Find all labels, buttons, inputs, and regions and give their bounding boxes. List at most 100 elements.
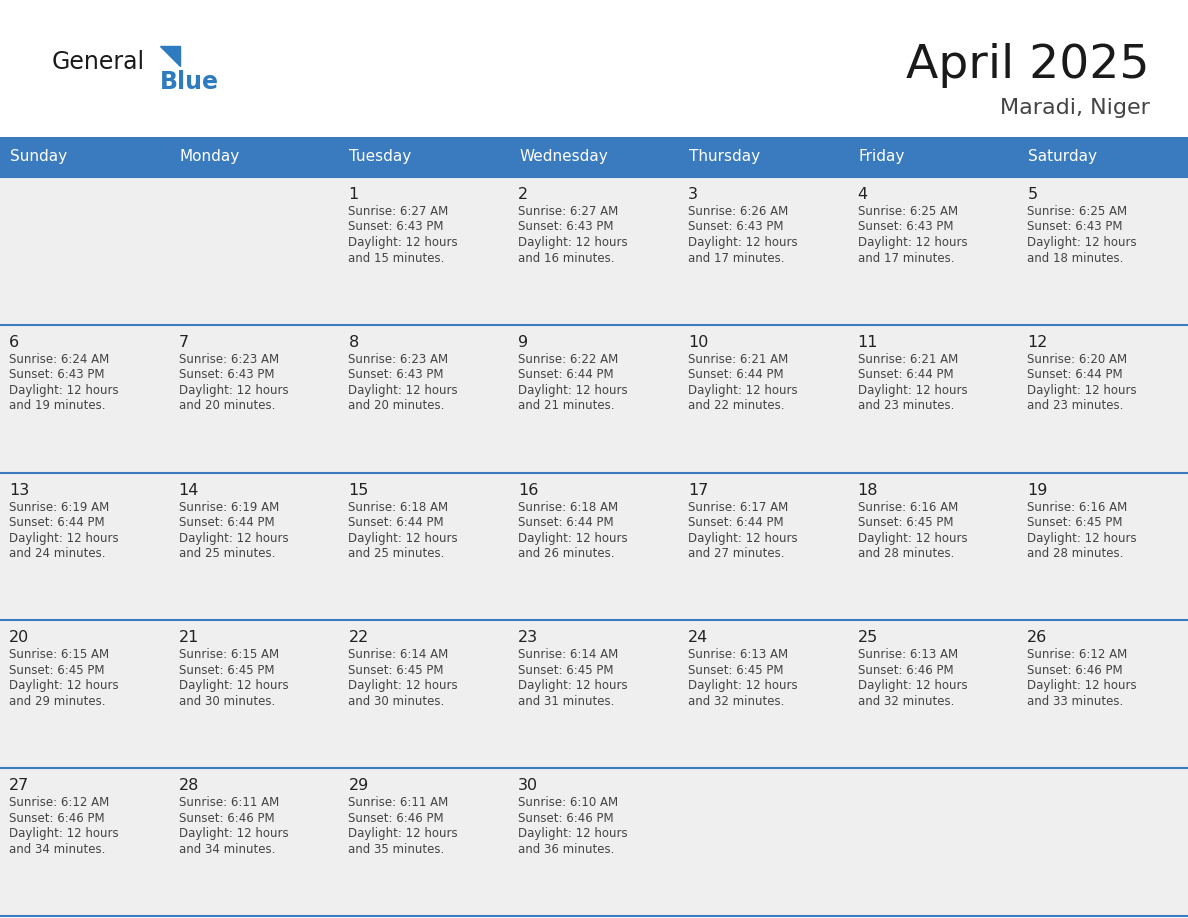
Text: Sunset: 6:45 PM: Sunset: 6:45 PM (688, 664, 783, 677)
Text: and 22 minutes.: and 22 minutes. (688, 399, 784, 412)
Text: Daylight: 12 hours: Daylight: 12 hours (178, 384, 289, 397)
Text: Sunset: 6:44 PM: Sunset: 6:44 PM (688, 368, 783, 381)
Text: 13: 13 (10, 483, 30, 498)
Text: Sunset: 6:43 PM: Sunset: 6:43 PM (518, 220, 614, 233)
Text: Sunset: 6:43 PM: Sunset: 6:43 PM (10, 368, 105, 381)
Text: Sunset: 6:45 PM: Sunset: 6:45 PM (858, 516, 953, 529)
Text: Sunrise: 6:24 AM: Sunrise: 6:24 AM (10, 353, 109, 365)
Text: Daylight: 12 hours: Daylight: 12 hours (348, 679, 459, 692)
Text: Sunrise: 6:16 AM: Sunrise: 6:16 AM (1028, 500, 1127, 513)
Text: Daylight: 12 hours: Daylight: 12 hours (348, 827, 459, 840)
Text: and 16 minutes.: and 16 minutes. (518, 252, 614, 264)
Text: Daylight: 12 hours: Daylight: 12 hours (178, 532, 289, 544)
Text: and 23 minutes.: and 23 minutes. (1028, 399, 1124, 412)
Text: and 27 minutes.: and 27 minutes. (688, 547, 784, 560)
Text: Daylight: 12 hours: Daylight: 12 hours (518, 679, 627, 692)
Text: 26: 26 (1028, 631, 1048, 645)
Text: Sunrise: 6:23 AM: Sunrise: 6:23 AM (348, 353, 449, 365)
Text: Sunset: 6:46 PM: Sunset: 6:46 PM (518, 812, 614, 824)
Bar (0, 621, 1188, 768)
Text: Sunset: 6:44 PM: Sunset: 6:44 PM (518, 516, 614, 529)
Text: Sunset: 6:45 PM: Sunset: 6:45 PM (10, 664, 105, 677)
Text: Sunday: Sunday (10, 150, 68, 164)
Text: Sunrise: 6:21 AM: Sunrise: 6:21 AM (858, 353, 958, 365)
Text: 11: 11 (858, 335, 878, 350)
Text: and 17 minutes.: and 17 minutes. (688, 252, 784, 264)
Text: Sunrise: 6:21 AM: Sunrise: 6:21 AM (688, 353, 788, 365)
Text: Daylight: 12 hours: Daylight: 12 hours (1028, 532, 1137, 544)
Text: Sunset: 6:45 PM: Sunset: 6:45 PM (178, 664, 274, 677)
Text: Sunset: 6:44 PM: Sunset: 6:44 PM (688, 516, 783, 529)
Text: Sunrise: 6:20 AM: Sunrise: 6:20 AM (1028, 353, 1127, 365)
Text: 15: 15 (348, 483, 368, 498)
Text: and 28 minutes.: and 28 minutes. (1028, 547, 1124, 560)
Text: and 30 minutes.: and 30 minutes. (348, 695, 444, 708)
Text: Sunset: 6:44 PM: Sunset: 6:44 PM (178, 516, 274, 529)
Polygon shape (160, 46, 181, 66)
Text: General: General (52, 50, 145, 74)
Text: Sunrise: 6:15 AM: Sunrise: 6:15 AM (178, 648, 279, 661)
Text: and 24 minutes.: and 24 minutes. (10, 547, 106, 560)
Text: 6: 6 (10, 335, 19, 350)
Text: Sunrise: 6:10 AM: Sunrise: 6:10 AM (518, 796, 618, 809)
Text: and 20 minutes.: and 20 minutes. (348, 399, 444, 412)
Text: Daylight: 12 hours: Daylight: 12 hours (858, 532, 967, 544)
Text: Daylight: 12 hours: Daylight: 12 hours (10, 384, 119, 397)
Text: Sunrise: 6:17 AM: Sunrise: 6:17 AM (688, 500, 788, 513)
Text: Sunset: 6:43 PM: Sunset: 6:43 PM (348, 220, 444, 233)
Text: Thursday: Thursday (689, 150, 760, 164)
Text: 19: 19 (1028, 483, 1048, 498)
Text: Sunrise: 6:26 AM: Sunrise: 6:26 AM (688, 205, 788, 218)
Bar (0, 137, 1188, 177)
Text: Sunrise: 6:15 AM: Sunrise: 6:15 AM (10, 648, 109, 661)
Text: Sunset: 6:46 PM: Sunset: 6:46 PM (178, 812, 274, 824)
Text: Daylight: 12 hours: Daylight: 12 hours (688, 679, 797, 692)
Text: Daylight: 12 hours: Daylight: 12 hours (1028, 679, 1137, 692)
Text: Daylight: 12 hours: Daylight: 12 hours (688, 236, 797, 249)
Text: Daylight: 12 hours: Daylight: 12 hours (348, 384, 459, 397)
Text: 4: 4 (858, 187, 867, 202)
Text: and 36 minutes.: and 36 minutes. (518, 843, 614, 856)
Text: Friday: Friday (859, 150, 905, 164)
Text: 28: 28 (178, 778, 200, 793)
Text: Daylight: 12 hours: Daylight: 12 hours (518, 827, 627, 840)
Text: and 18 minutes.: and 18 minutes. (1028, 252, 1124, 264)
Text: Sunset: 6:44 PM: Sunset: 6:44 PM (858, 368, 953, 381)
Text: and 21 minutes.: and 21 minutes. (518, 399, 614, 412)
Text: Sunset: 6:44 PM: Sunset: 6:44 PM (518, 368, 614, 381)
Text: Daylight: 12 hours: Daylight: 12 hours (178, 679, 289, 692)
Text: Daylight: 12 hours: Daylight: 12 hours (348, 532, 459, 544)
Bar (0, 177, 1188, 325)
Text: Tuesday: Tuesday (349, 150, 412, 164)
Text: 1: 1 (348, 187, 359, 202)
Text: Sunset: 6:44 PM: Sunset: 6:44 PM (10, 516, 105, 529)
Text: Sunrise: 6:11 AM: Sunrise: 6:11 AM (178, 796, 279, 809)
Text: 21: 21 (178, 631, 200, 645)
Text: Daylight: 12 hours: Daylight: 12 hours (518, 236, 627, 249)
Text: Wednesday: Wednesday (519, 150, 608, 164)
Text: and 33 minutes.: and 33 minutes. (1028, 695, 1124, 708)
Text: Daylight: 12 hours: Daylight: 12 hours (858, 384, 967, 397)
Text: 23: 23 (518, 631, 538, 645)
Text: Daylight: 12 hours: Daylight: 12 hours (688, 384, 797, 397)
Text: Blue: Blue (160, 70, 219, 94)
Text: Sunset: 6:43 PM: Sunset: 6:43 PM (688, 220, 783, 233)
Text: and 35 minutes.: and 35 minutes. (348, 843, 444, 856)
Text: and 17 minutes.: and 17 minutes. (858, 252, 954, 264)
Text: Sunrise: 6:12 AM: Sunrise: 6:12 AM (1028, 648, 1127, 661)
Text: Sunrise: 6:27 AM: Sunrise: 6:27 AM (348, 205, 449, 218)
Bar (0, 325, 1188, 473)
Text: Sunset: 6:46 PM: Sunset: 6:46 PM (348, 812, 444, 824)
Text: Daylight: 12 hours: Daylight: 12 hours (348, 236, 459, 249)
Text: Sunrise: 6:19 AM: Sunrise: 6:19 AM (10, 500, 109, 513)
Text: Sunset: 6:43 PM: Sunset: 6:43 PM (348, 368, 444, 381)
Text: Sunrise: 6:14 AM: Sunrise: 6:14 AM (348, 648, 449, 661)
Text: Saturday: Saturday (1029, 150, 1098, 164)
Text: 3: 3 (688, 187, 697, 202)
Text: Sunrise: 6:12 AM: Sunrise: 6:12 AM (10, 796, 109, 809)
Text: Sunset: 6:44 PM: Sunset: 6:44 PM (348, 516, 444, 529)
Text: 17: 17 (688, 483, 708, 498)
Text: and 23 minutes.: and 23 minutes. (858, 399, 954, 412)
Text: 7: 7 (178, 335, 189, 350)
Text: and 31 minutes.: and 31 minutes. (518, 695, 614, 708)
